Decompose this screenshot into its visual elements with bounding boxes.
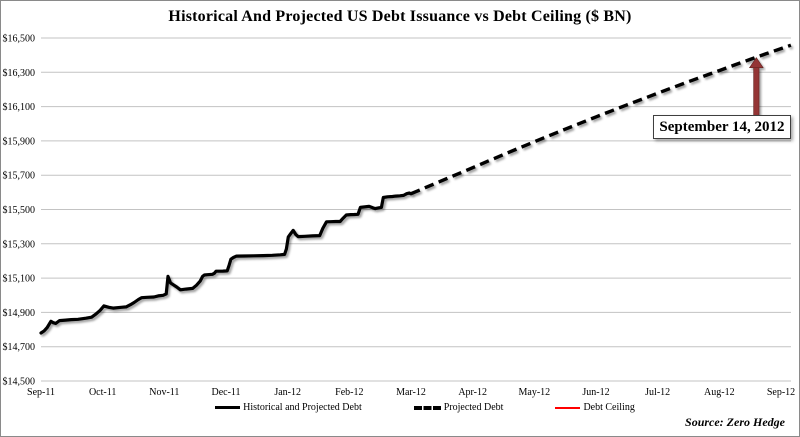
dashed-line-swatch-icon — [413, 405, 441, 410]
legend-label-historical: Historical and Projected Debt — [243, 402, 362, 413]
chart-title: Historical And Projected US Debt Issuanc… — [168, 8, 632, 25]
annotation-callout: September 14, 2012 — [653, 115, 791, 139]
annotation-arrow-icon — [748, 57, 764, 117]
svg-text:Jun-12: Jun-12 — [582, 387, 609, 398]
svg-text:Oct-11: Oct-11 — [89, 387, 116, 398]
svg-text:$15,900: $15,900 — [3, 136, 36, 147]
svg-text:Sep-12: Sep-12 — [767, 387, 795, 398]
y-axis-labels: $14,500 $14,700 $14,900 $15,100 $15,300 $15,5… — [3, 34, 36, 388]
gridlines — [41, 37, 791, 382]
x-axis-labels: Sep-11 Oct-11 Nov-11 Dec-11 Jan-12 Feb-12 Mar-… — [27, 387, 795, 398]
svg-text:Dec-11: Dec-11 — [211, 387, 240, 398]
svg-text:$14,500: $14,500 — [3, 377, 36, 388]
svg-text:Feb-12: Feb-12 — [335, 387, 363, 398]
svg-text:Aug-12: Aug-12 — [704, 387, 735, 398]
red-line-swatch-icon — [555, 406, 581, 409]
solid-line-swatch-icon — [215, 406, 241, 409]
svg-text:$15,500: $15,500 — [3, 205, 36, 216]
annotation-label: September 14, 2012 — [659, 118, 785, 135]
svg-text:$15,100: $15,100 — [3, 274, 36, 285]
svg-text:$14,700: $14,700 — [3, 342, 36, 353]
projected-debt-line — [410, 43, 792, 196]
svg-text:Jul-12: Jul-12 — [645, 387, 670, 398]
source-credit: Source: Zero Hedge — [685, 415, 785, 429]
chart-legend: Historical and Projected Debt Projected … — [1, 402, 799, 413]
svg-text:Apr-12: Apr-12 — [458, 387, 487, 398]
svg-text:Sep-11: Sep-11 — [27, 387, 55, 398]
svg-text:Jan-12: Jan-12 — [274, 387, 301, 398]
plot-area: $14,500 $14,700 $14,900 $15,100 $15,300 $15,5… — [3, 34, 796, 399]
legend-item-ceiling: Debt Ceiling — [555, 402, 635, 413]
svg-text:$15,700: $15,700 — [3, 171, 36, 182]
svg-text:$14,900: $14,900 — [3, 308, 36, 319]
legend-item-historical: Historical and Projected Debt — [215, 402, 362, 413]
legend-label-projected: Projected Debt — [443, 402, 504, 413]
svg-text:Mar-12: Mar-12 — [396, 387, 426, 398]
historical-debt-line — [39, 191, 413, 335]
svg-text:$16,500: $16,500 — [3, 34, 36, 45]
legend-item-projected: Projected Debt — [413, 402, 504, 413]
svg-text:$15,300: $15,300 — [3, 239, 36, 250]
svg-text:$16,300: $16,300 — [3, 68, 36, 79]
legend-label-ceiling: Debt Ceiling — [583, 402, 635, 413]
svg-text:May-12: May-12 — [518, 387, 550, 398]
svg-text:$16,100: $16,100 — [3, 102, 36, 113]
svg-text:Nov-11: Nov-11 — [149, 387, 179, 398]
